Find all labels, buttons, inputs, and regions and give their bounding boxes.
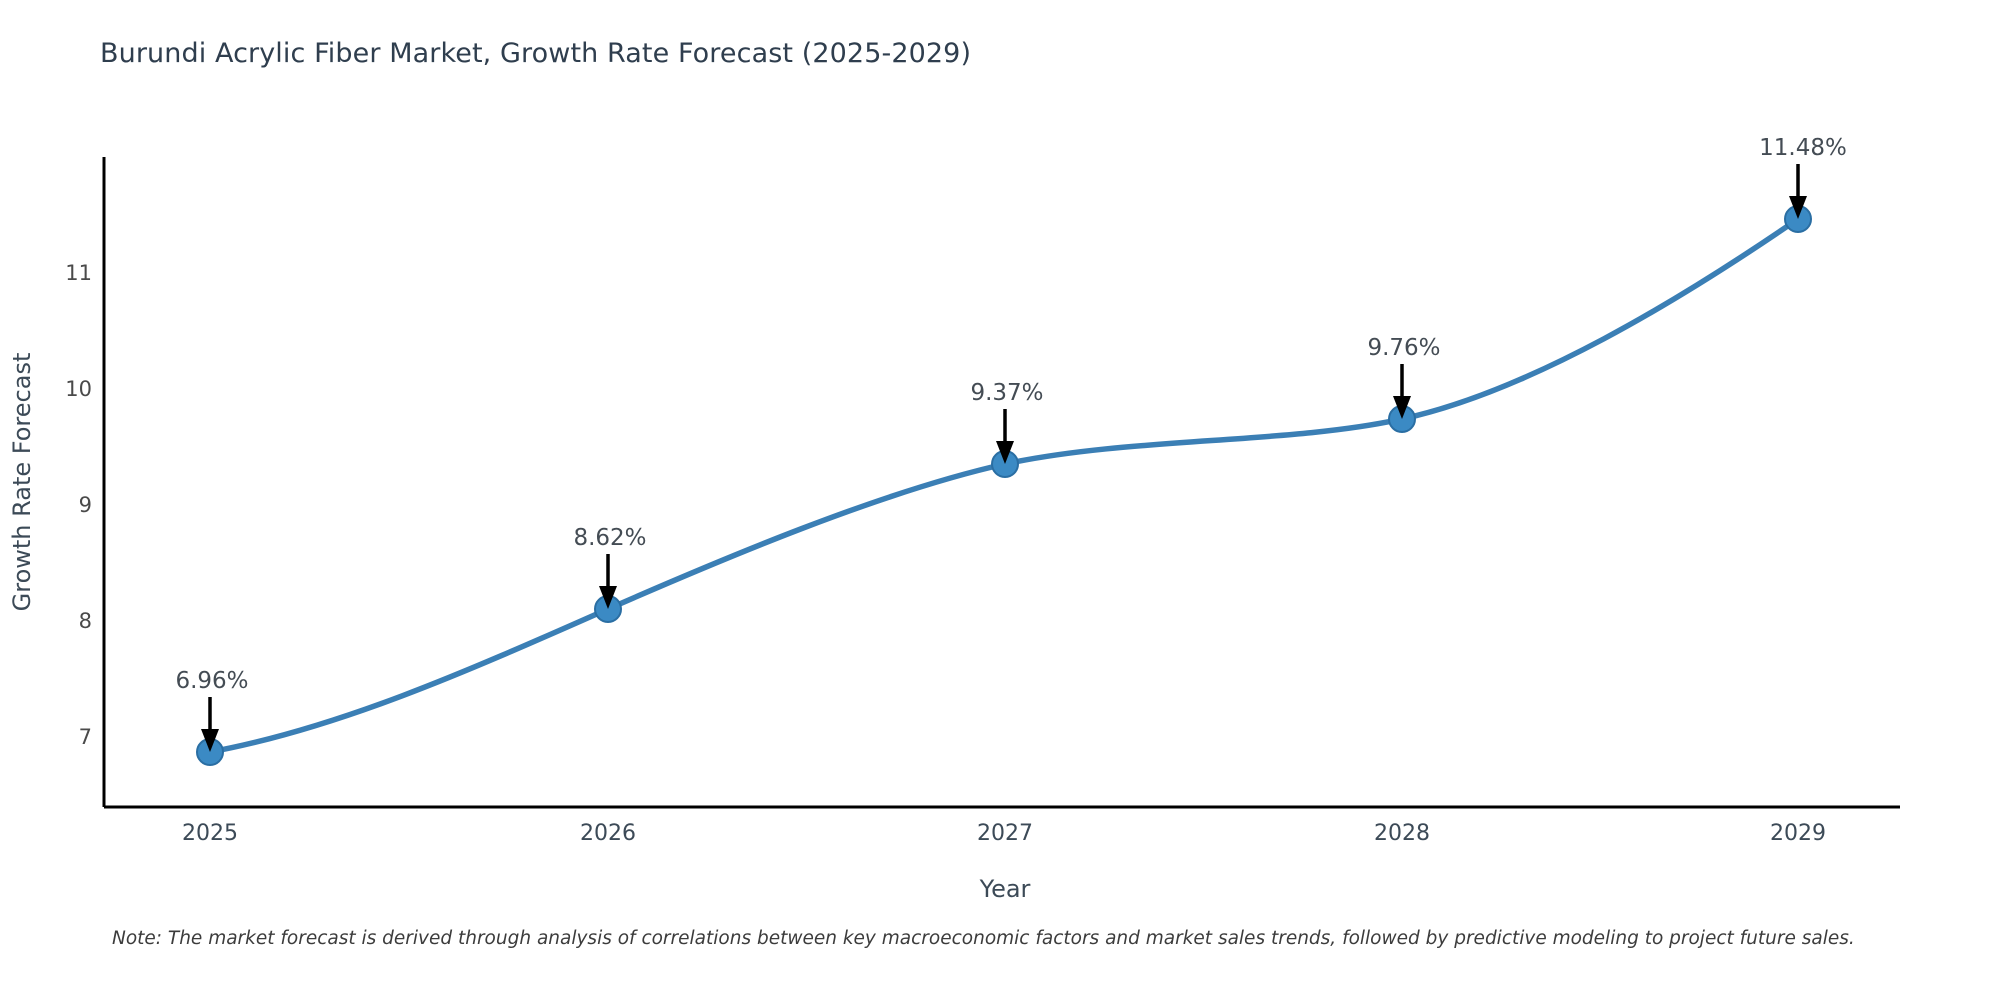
annotation-arrow-icon [996, 409, 1014, 464]
data-point-label: 8.62% [573, 525, 646, 551]
annotation-arrow-icon [201, 697, 219, 752]
y-tick-label: 10 [65, 377, 92, 401]
x-tick-label: 2027 [977, 821, 1033, 846]
y-tick-label: 7 [79, 725, 92, 749]
chart-title: Burundi Acrylic Fiber Market, Growth Rat… [100, 38, 972, 69]
x-tick-label: 2026 [580, 821, 636, 846]
annotation-arrow-icon [1393, 364, 1411, 419]
data-point-label: 11.48% [1759, 135, 1847, 161]
data-point-label: 6.96% [175, 668, 248, 694]
x-tick-label: 2029 [1770, 821, 1826, 846]
y-tick-label: 8 [79, 609, 92, 633]
y-tick-label: 11 [65, 261, 92, 285]
annotation-arrow-icon [1789, 164, 1807, 219]
x-axis-ticks: 2025 2026 2027 2028 2029 [182, 821, 1826, 846]
chart-footnote: Note: The market forecast is derived thr… [112, 928, 1855, 949]
y-axis-title: Growth Rate Forecast [8, 353, 36, 612]
y-tick-label: 9 [79, 493, 92, 517]
x-axis-title: Year [979, 875, 1031, 903]
data-point-label: 9.37% [970, 380, 1043, 406]
x-tick-label: 2028 [1374, 821, 1430, 846]
annotation-arrow-icon [599, 554, 617, 609]
x-tick-label: 2025 [182, 821, 238, 846]
data-point-labels: 6.96% 8.62% 9.37% 9.76% 11.48% [175, 135, 1846, 694]
annotation-arrows [201, 164, 1807, 752]
y-axis-ticks: 11 10 9 8 7 [65, 261, 92, 749]
data-point-label: 9.76% [1367, 335, 1440, 361]
data-line-series [207, 216, 1801, 755]
